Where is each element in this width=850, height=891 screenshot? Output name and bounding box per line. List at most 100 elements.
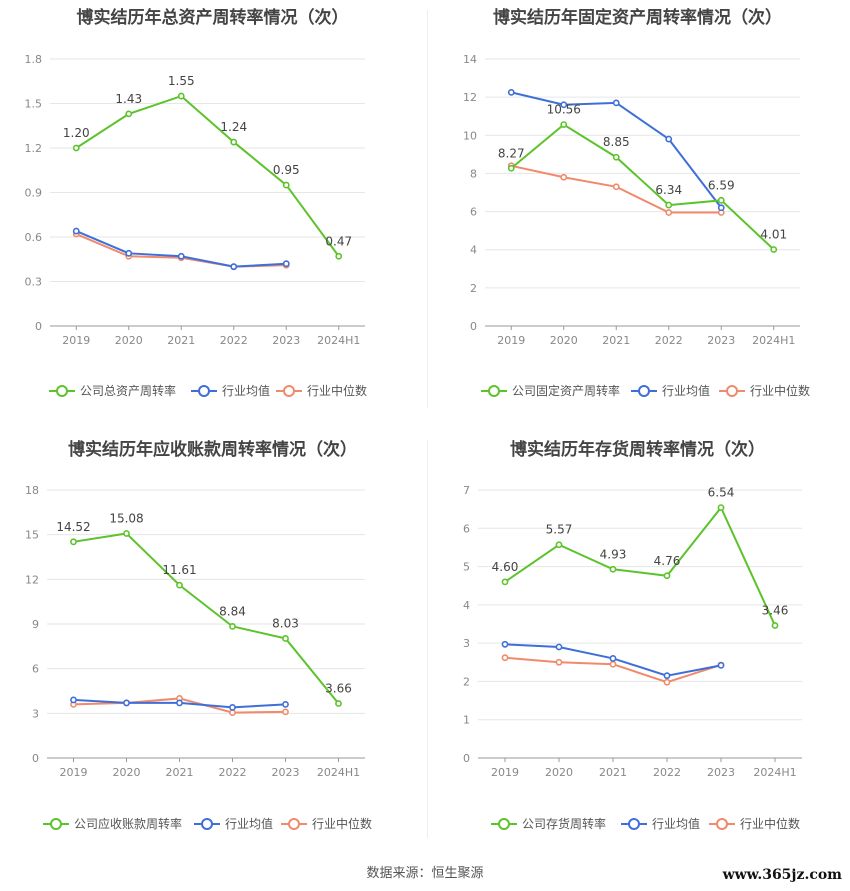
chart-panel-fixed-asset-turnover: 博实结历年固定资产周转率情况（次） 0 2 4 6 8 10 12 14 2019 2020 202… [425,0,850,430]
y-tick-label: 12 [25,573,39,586]
data-point [501,578,509,586]
data-point [612,153,620,161]
legend-marker-icon [49,385,75,397]
y-tick-label: 3 [32,707,39,720]
legend: 公司总资产周转率 行业均值 行业中位数 [0,382,425,400]
chart-svg: 0 2 4 6 8 10 12 14 2019 2020 2021 2022 2023 2024H1 8.2… [463,53,800,347]
x-tick-label: 2023 [272,334,300,347]
x-tick-label: 2023 [707,334,735,347]
y-tick-label: 0.9 [25,187,43,200]
legend-marker-icon [276,385,302,397]
x-tick-label: 2021 [599,766,627,779]
legend-circle [56,385,68,397]
legend-circle [716,818,728,830]
legend-label: 公司应收账款周转率 [74,817,183,831]
y-tick-label: 15 [25,529,39,542]
data-label: 8.27 [498,146,525,160]
chart-panel-inventory-turnover: 博实结历年存货周转率情况（次） 0 1 2 3 4 5 6 7 2019 2020 2021 2022… [425,430,850,860]
legend-marker-icon [281,818,307,830]
data-point [282,708,289,716]
data-label: 6.54 [708,486,735,500]
legend-marker-icon [194,818,220,830]
data-label: 6.59 [708,178,735,192]
data-point [771,622,779,629]
data-point [665,209,673,216]
legend-label: 行业均值 [225,817,274,831]
data-point [663,678,671,686]
legend-marker-icon [719,385,745,397]
data-point [72,227,80,235]
y-tick-label: 1 [463,714,470,727]
data-point [335,700,342,707]
data-label: 15.08 [109,511,143,525]
x-tick-label: 2022 [653,766,681,779]
data-label: 1.20 [63,126,90,140]
data-point [70,696,77,704]
data-point [282,700,289,708]
y-tick-label: 1.8 [25,53,43,66]
chart-title: 博实结历年存货周转率情况（次） [510,440,765,460]
legend: 公司固定资产周转率 行业均值 行业中位数 [425,382,850,400]
x-tick-label: 2023 [272,766,300,779]
x-tick-label: 2022 [655,334,683,347]
x-tick-label: 2023 [707,766,735,779]
legend-marker-icon [481,385,507,397]
data-point [123,530,130,537]
x-tick-label: 2021 [602,334,630,347]
y-tick-label: 0 [470,320,477,333]
data-label: 1.24 [220,120,247,134]
y-tick-label: 14 [463,53,477,66]
data-label: 8.03 [272,616,299,630]
y-tick-label: 0 [35,320,42,333]
legend-circle [50,818,62,830]
legend: 公司应收账款周转率 行业均值 行业中位数 [0,815,425,833]
series-line [75,230,287,268]
chart-title: 博实结历年应收账款周转率情况（次） [68,440,357,460]
watermark: www.365jz.com [722,867,842,883]
data-source: 数据来源：恒生聚源 [366,866,484,881]
chart-svg: 0 0.3 0.6 0.9 1.2 1.5 1.8 2019 2020 2021 2022 2023 2… [25,53,365,347]
data-point [282,260,290,268]
legend-circle [726,385,738,397]
data-label: 4.01 [760,228,787,242]
x-tick-label: 2022 [219,766,247,779]
y-tick-label: 3 [463,637,470,650]
data-point [717,204,725,212]
y-tick-label: 0 [463,752,470,765]
data-point [612,99,620,107]
data-point [230,263,238,271]
data-point [176,581,183,589]
legend-circle [498,818,510,830]
legend-label: 公司总资产周转率 [80,384,177,398]
data-label: 10.56 [547,103,581,117]
legend-label: 行业中位数 [740,817,801,831]
x-tick-label: 2020 [113,766,141,779]
data-point [717,661,725,669]
y-tick-label: 1.2 [25,142,43,155]
series-line [75,94,340,257]
x-tick-label: 2020 [545,766,573,779]
data-point [555,541,563,549]
data-point [501,654,509,662]
data-point [665,135,673,143]
y-tick-label: 5 [463,561,470,574]
data-label: 4.60 [492,560,519,574]
x-tick-label: 2021 [166,766,194,779]
data-label: 4.76 [654,554,681,568]
legend-circle [198,385,210,397]
legend-label: 行业中位数 [312,817,373,831]
x-tick-label: 2020 [115,334,143,347]
data-point [665,201,673,209]
y-tick-label: 12 [463,91,477,104]
y-tick-label: 4 [463,599,470,612]
data-point [282,181,290,189]
legend: 公司存货周转率 行业均值 行业中位数 [425,815,850,833]
y-tick-label: 2 [463,675,470,688]
x-tick-label: 2019 [62,334,90,347]
y-tick-label: 10 [463,129,477,142]
data-point [560,101,568,109]
data-label: 11.61 [162,563,196,577]
data-point [507,164,515,172]
chart-svg: 0 3 6 9 12 15 18 2019 2020 2021 2022 2023 2024H1 14.5… [25,484,365,779]
data-point [177,92,185,100]
